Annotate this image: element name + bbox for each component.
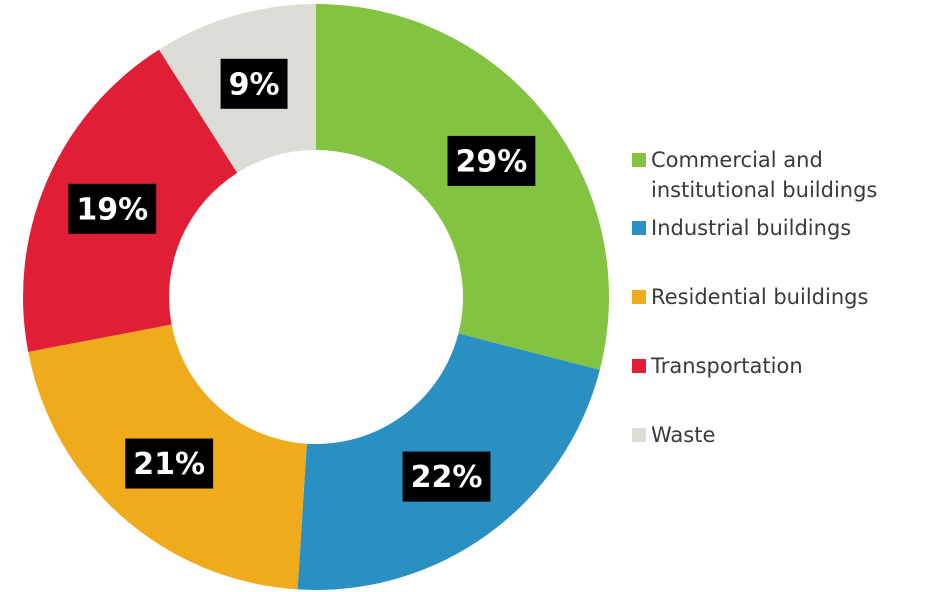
value-label-box (68, 183, 157, 234)
value-label: 9% (229, 67, 280, 102)
value-label-box (220, 58, 288, 109)
legend-swatch (632, 221, 646, 235)
legend-swatch (632, 290, 646, 304)
legend-label: Commercial and institutional buildings (651, 148, 878, 202)
legend-label: Waste (651, 423, 716, 447)
legend-swatch (632, 359, 646, 373)
legend-item: Transportation (632, 351, 922, 381)
value-label-box (125, 438, 214, 489)
donut-slice (316, 4, 609, 370)
legend-label: Industrial buildings (651, 216, 852, 240)
value-label-group: 9% (220, 58, 288, 109)
value-label-box (447, 135, 536, 186)
value-label-group: 22% (402, 451, 491, 502)
legend-label: Transportation (651, 354, 803, 378)
value-label: 21% (133, 447, 205, 482)
value-label-group: 21% (125, 438, 214, 489)
legend-item: Waste (632, 420, 922, 450)
value-label-group: 29% (447, 135, 536, 186)
legend-swatch (632, 153, 646, 167)
legend-item: Industrial buildings (632, 213, 922, 243)
legend-label: Residential buildings (651, 285, 869, 309)
value-label-group: 19% (68, 183, 157, 234)
value-label: 22% (411, 460, 483, 495)
legend-item: Commercial and institutional buildings (632, 145, 922, 205)
legend-swatch (632, 428, 646, 442)
value-label: 29% (456, 144, 528, 179)
legend-item: Residential buildings (632, 282, 922, 312)
value-label-box (402, 451, 491, 502)
value-label: 19% (76, 192, 148, 227)
